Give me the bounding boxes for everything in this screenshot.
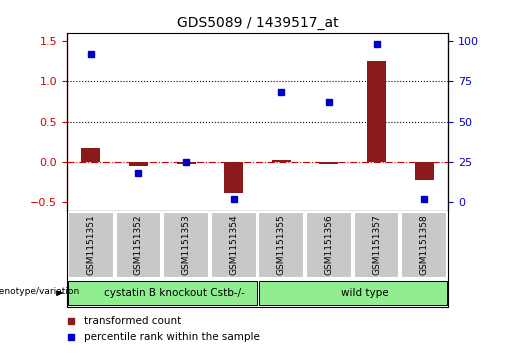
Bar (306, 212, 352, 278)
Text: GSM1151355: GSM1151355 (277, 215, 286, 276)
Bar (163, 212, 209, 278)
Bar (401, 212, 447, 278)
Bar (260, 281, 447, 305)
Text: GSM1151354: GSM1151354 (229, 215, 238, 276)
Bar (259, 212, 304, 278)
Bar (319, 162, 338, 164)
Bar (354, 212, 400, 278)
Bar (177, 162, 196, 164)
Text: cystatin B knockout Cstb-/-: cystatin B knockout Cstb-/- (104, 288, 245, 298)
Text: GSM1151358: GSM1151358 (420, 215, 428, 276)
Bar (367, 61, 386, 162)
Text: GSM1151357: GSM1151357 (372, 215, 381, 276)
Title: GDS5089 / 1439517_at: GDS5089 / 1439517_at (177, 16, 338, 30)
Text: genotype/variation: genotype/variation (0, 287, 80, 296)
Text: GSM1151351: GSM1151351 (87, 215, 95, 276)
Bar (115, 212, 161, 278)
Bar (224, 162, 243, 193)
Text: GSM1151352: GSM1151352 (134, 215, 143, 276)
Text: GSM1151353: GSM1151353 (182, 215, 191, 276)
Bar (68, 212, 114, 278)
Bar (211, 212, 256, 278)
Bar (272, 160, 291, 162)
Text: percentile rank within the sample: percentile rank within the sample (84, 331, 260, 342)
Bar (129, 162, 148, 166)
Text: GSM1151356: GSM1151356 (324, 215, 333, 276)
Text: wild type: wild type (341, 288, 388, 298)
Text: transformed count: transformed count (84, 315, 181, 326)
Bar (415, 162, 434, 180)
Bar (81, 148, 100, 162)
Bar (68, 281, 256, 305)
